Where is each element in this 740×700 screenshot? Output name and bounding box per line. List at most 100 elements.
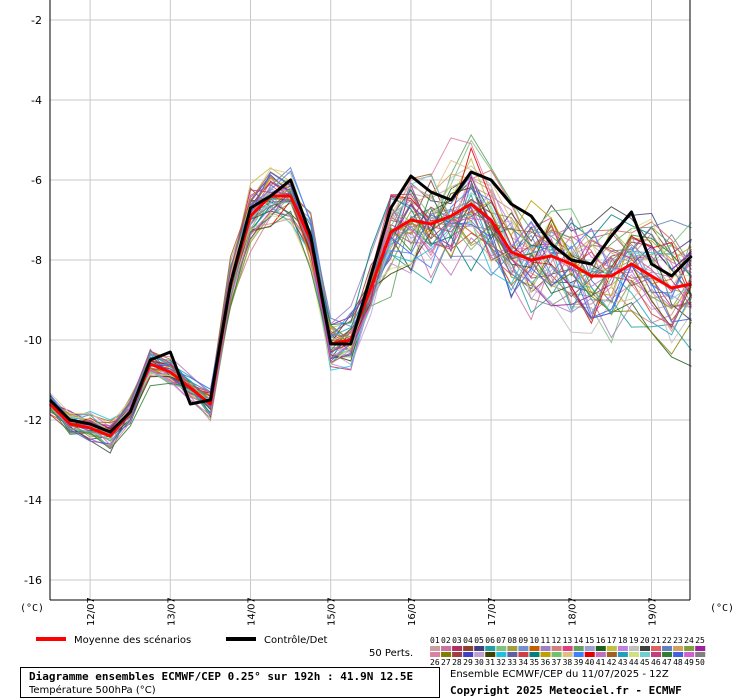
member-swatch [651, 646, 662, 651]
legend-members-label: 50 Perts. [369, 648, 413, 659]
member-swatch [551, 646, 562, 651]
member-swatch [529, 646, 540, 651]
member-number: 41 [596, 658, 606, 667]
member-line [49, 189, 692, 432]
member-number: 45 [640, 658, 650, 667]
x-tick-label: 19/07 [648, 597, 659, 626]
member-number: 38 [563, 658, 573, 667]
member-swatch [662, 646, 673, 651]
member-swatch [595, 652, 606, 657]
y-tick-label: -16 [24, 574, 42, 587]
member-swatch [562, 652, 573, 657]
member-number: 25 [695, 636, 705, 645]
member-swatch [496, 646, 507, 651]
member-number: 26 [430, 658, 440, 667]
member-swatch [430, 646, 441, 651]
member-number: 11 [541, 636, 551, 645]
member-swatch [562, 646, 573, 651]
y-tick-label: -14 [24, 494, 42, 507]
member-number: 22 [662, 636, 672, 645]
y-tick-label: -8 [31, 254, 42, 267]
member-number: 16 [596, 636, 606, 645]
member-swatch [595, 646, 606, 651]
member-swatch [695, 652, 706, 657]
member-number: 13 [563, 636, 573, 645]
member-number: 40 [585, 658, 595, 667]
member-swatch [584, 652, 595, 657]
member-number: 18 [618, 636, 628, 645]
member-swatch [684, 652, 695, 657]
y-tick-label: -2 [31, 14, 42, 27]
member-swatch [540, 646, 551, 651]
member-color-legend: 01 26 02 27 03 28 04 29 05 30 06 31 07 32 08 33 09 34 10 35… [430, 636, 706, 667]
member-swatch [617, 652, 628, 657]
y-tick-label: -4 [31, 94, 42, 107]
x-tick-label: 14/07 [247, 597, 258, 626]
x-tick-label: 18/07 [567, 597, 578, 626]
main-series [48, 170, 693, 438]
member-line [49, 174, 692, 440]
member-number: 37 [552, 658, 562, 667]
member-swatch [628, 646, 639, 651]
member-number: 39 [574, 658, 584, 667]
title-box: Diagramme ensembles ECMWF/CEP 0.25° sur … [20, 667, 440, 698]
member-swatch [485, 652, 496, 657]
member-number: 30 [474, 658, 484, 667]
member-number: 35 [529, 658, 539, 667]
member-number: 34 [518, 658, 528, 667]
axes: -2 -4 -6 -8 -10 -12 -14 -16 12/07 13/07 14/07 15/07… [24, 0, 691, 626]
member-number: 20 [640, 636, 650, 645]
member-number: 44 [629, 658, 639, 667]
member-number: 04 [463, 636, 473, 645]
y-tick-label: -12 [24, 414, 42, 427]
member-swatch [507, 646, 518, 651]
member-number: 24 [684, 636, 694, 645]
x-tick-label: 15/07 [327, 597, 338, 626]
member-swatch [628, 652, 639, 657]
member-swatch [507, 652, 518, 657]
member-swatch [518, 652, 529, 657]
legend-mean-label: Moyenne des scénarios [74, 634, 191, 646]
member-swatch [540, 652, 551, 657]
member-swatch [463, 652, 474, 657]
member-swatch [430, 652, 441, 657]
x-tick-label: 17/07 [487, 597, 498, 626]
y-tick-label: -6 [31, 174, 42, 187]
legend-control-label: Contrôle/Det [264, 634, 328, 646]
member-number: 21 [651, 636, 661, 645]
member-number: 09 [518, 636, 528, 645]
member-number: 50 [695, 658, 705, 667]
member-swatch [573, 646, 584, 651]
member-number: 07 [496, 636, 506, 645]
x-tick-label: 16/07 [407, 597, 418, 626]
member-swatch [441, 646, 452, 651]
mean-series-line [48, 194, 692, 438]
member-swatch [617, 646, 628, 651]
member-number: 32 [496, 658, 506, 667]
member-swatch [662, 652, 673, 657]
member-number: 15 [585, 636, 595, 645]
member-number: 27 [441, 658, 451, 667]
chart-title: Diagramme ensembles ECMWF/CEP 0.25° sur … [29, 670, 414, 683]
copyright: Copyright 2025 Meteociel.fr - ECMWF [450, 684, 682, 697]
member-swatch [651, 652, 662, 657]
member-number: 49 [684, 658, 694, 667]
member-number: 33 [507, 658, 517, 667]
member-swatch [518, 646, 529, 651]
member-number: 31 [485, 658, 495, 667]
member-number: 29 [463, 658, 473, 667]
member-swatch [695, 646, 706, 651]
member-swatch [441, 652, 452, 657]
member-swatch [573, 652, 584, 657]
member-swatch [529, 652, 540, 657]
x-tick-label: 12/07 [86, 597, 97, 626]
legend: Moyenne des scénarios Contrôle/Det 50 Pe… [36, 634, 413, 659]
member-swatch [474, 646, 485, 651]
member-number: 19 [629, 636, 639, 645]
member-swatch [485, 646, 496, 651]
member-swatch [452, 646, 463, 651]
y-tick-label: -10 [24, 334, 42, 347]
member-number: 43 [618, 658, 628, 667]
grid-lines [50, 0, 690, 600]
